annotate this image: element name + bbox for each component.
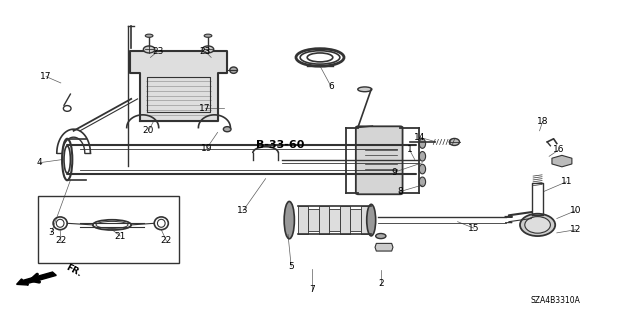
Ellipse shape bbox=[520, 214, 556, 236]
Text: 10: 10 bbox=[570, 206, 582, 215]
Ellipse shape bbox=[284, 202, 294, 239]
Text: 1: 1 bbox=[407, 145, 412, 154]
Ellipse shape bbox=[419, 164, 426, 174]
Ellipse shape bbox=[419, 139, 426, 148]
Ellipse shape bbox=[358, 87, 372, 92]
Polygon shape bbox=[361, 206, 371, 234]
Text: FR.: FR. bbox=[64, 263, 83, 279]
Text: 20: 20 bbox=[143, 126, 154, 135]
Text: 17: 17 bbox=[40, 72, 52, 81]
Text: 13: 13 bbox=[237, 206, 249, 215]
Ellipse shape bbox=[204, 34, 212, 37]
Polygon shape bbox=[329, 209, 340, 231]
Text: 16: 16 bbox=[553, 145, 564, 154]
Text: 23: 23 bbox=[199, 47, 211, 56]
Ellipse shape bbox=[525, 217, 550, 233]
FancyBboxPatch shape bbox=[356, 126, 403, 194]
Text: 2: 2 bbox=[378, 279, 383, 288]
Text: 19: 19 bbox=[201, 144, 212, 153]
Ellipse shape bbox=[223, 127, 231, 132]
Ellipse shape bbox=[143, 46, 155, 53]
FancyArrow shape bbox=[17, 272, 56, 285]
Text: 12: 12 bbox=[570, 225, 582, 234]
Polygon shape bbox=[350, 209, 361, 231]
Ellipse shape bbox=[376, 234, 386, 239]
Ellipse shape bbox=[230, 67, 237, 73]
Text: 8: 8 bbox=[398, 187, 403, 196]
Text: 4: 4 bbox=[37, 158, 42, 167]
Ellipse shape bbox=[202, 46, 214, 53]
Text: B-33-60: B-33-60 bbox=[256, 140, 305, 150]
Polygon shape bbox=[552, 155, 572, 167]
Polygon shape bbox=[340, 206, 350, 234]
Text: SZA4B3310A: SZA4B3310A bbox=[531, 296, 580, 305]
Text: 22: 22 bbox=[55, 236, 67, 245]
Polygon shape bbox=[130, 51, 227, 121]
Polygon shape bbox=[375, 243, 393, 251]
Text: 6: 6 bbox=[328, 82, 333, 91]
Polygon shape bbox=[308, 209, 319, 231]
Ellipse shape bbox=[145, 34, 153, 37]
Text: 17: 17 bbox=[199, 104, 211, 113]
Ellipse shape bbox=[449, 138, 460, 145]
Text: 5: 5 bbox=[289, 262, 294, 271]
Text: 11: 11 bbox=[561, 177, 572, 186]
Text: 15: 15 bbox=[468, 224, 479, 233]
Text: 14: 14 bbox=[413, 133, 425, 142]
Bar bbox=[38, 196, 179, 263]
Text: 21: 21 bbox=[115, 232, 126, 241]
Text: 22: 22 bbox=[161, 236, 172, 245]
Ellipse shape bbox=[419, 177, 426, 187]
Text: 7: 7 bbox=[310, 285, 315, 294]
Text: 3: 3 bbox=[49, 228, 54, 237]
Ellipse shape bbox=[307, 53, 333, 62]
Text: 9: 9 bbox=[392, 168, 397, 177]
Ellipse shape bbox=[419, 152, 426, 161]
Text: 18: 18 bbox=[537, 117, 548, 126]
Ellipse shape bbox=[367, 204, 376, 236]
Polygon shape bbox=[298, 206, 308, 234]
Polygon shape bbox=[319, 206, 329, 234]
Text: 23: 23 bbox=[152, 47, 164, 56]
